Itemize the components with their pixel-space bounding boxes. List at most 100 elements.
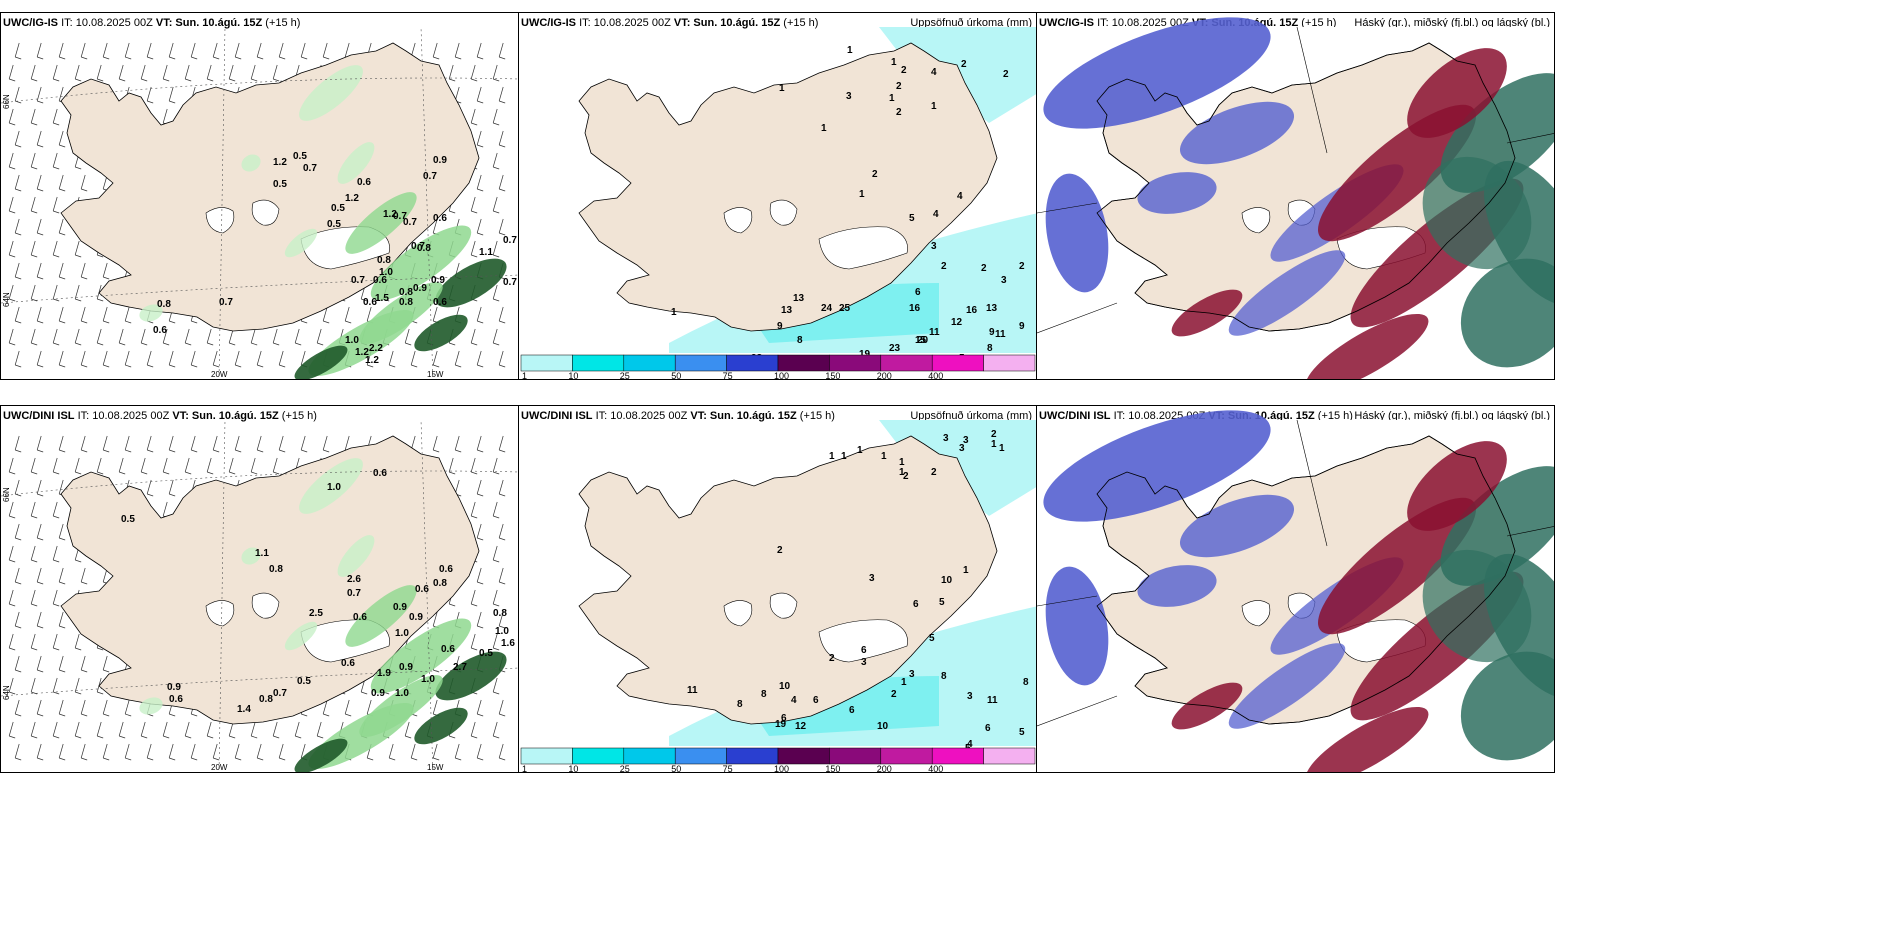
precip-area	[435, 651, 507, 701]
precip-colorbar: 1 10 25 50 75 100 150 200 400	[520, 747, 1036, 773]
precip-value: 0.6	[433, 297, 447, 308]
lon-label: 20W	[211, 763, 228, 772]
panel-title-right: Uppsöfnuð úrkoma (mm)	[910, 410, 1032, 422]
colorbar-tick: 100	[774, 371, 789, 380]
precip-value: 1.0	[395, 628, 409, 639]
precip-value: 2	[896, 81, 902, 92]
precip-value: 1.4	[237, 704, 251, 715]
colorbar-tick: 150	[825, 764, 840, 773]
precip-value: 1	[889, 93, 895, 104]
precip-value: 1	[901, 677, 907, 688]
glacier	[251, 199, 280, 226]
precip-value: 0.7	[347, 588, 361, 599]
precip-value: 0.9	[431, 275, 445, 286]
precip-value: 4	[933, 209, 939, 220]
precip-value: 3	[967, 691, 973, 702]
precip-value: 0.7	[411, 241, 425, 252]
precip-value: 2	[931, 467, 937, 478]
precip-value: 2.7	[453, 662, 467, 673]
precip-value: 8	[987, 343, 993, 354]
precip-value: 0.8	[377, 255, 391, 266]
precip-value: 6	[985, 723, 991, 734]
colorbar-swatch	[572, 747, 625, 765]
precip-value: 2	[903, 471, 909, 482]
precip-value: 0.8	[433, 578, 447, 589]
precip-value: 0.5	[331, 203, 345, 214]
colorbar-swatch	[520, 747, 573, 765]
panel-dini-precip: UWC/DINI ISL IT: 10.08.2025 00Z VT: Sun.…	[518, 405, 1037, 773]
map-canvas[interactable]	[1037, 13, 1555, 380]
precip-value: 2	[896, 107, 902, 118]
precip-value: 0.7	[393, 211, 407, 222]
precip-value: 3	[846, 91, 852, 102]
map-canvas[interactable]	[1037, 406, 1555, 773]
precip-area	[370, 225, 472, 301]
precip-value: 16	[966, 305, 978, 316]
glacier	[723, 600, 753, 627]
glacier	[769, 199, 798, 226]
precip-value: 1	[779, 83, 785, 94]
precip-value: 1.1	[255, 548, 269, 559]
precip-value: 4	[931, 67, 937, 78]
precip-value: 3	[931, 241, 937, 252]
precip-value: 4	[967, 739, 973, 750]
precip-value: 9	[777, 321, 783, 332]
precip-area	[414, 707, 468, 745]
precip-value: 8	[1023, 677, 1029, 688]
precip-value: 1	[841, 451, 847, 462]
precip-colorbar: 1 10 25 50 75 100 150 200 400	[520, 354, 1036, 380]
panel-igis-wind: UWC/IG-IS IT: 10.08.2025 00Z VT: Sun. 10…	[0, 12, 519, 380]
precip-value: 3	[869, 573, 875, 584]
precip-value: 0.6	[169, 694, 183, 705]
precip-area	[337, 142, 375, 184]
precip-value: 0.5	[121, 514, 135, 525]
precip-value: 3	[1001, 275, 1007, 286]
precip-value: 0.9	[393, 602, 407, 613]
precip-value: 0.8	[269, 564, 283, 575]
graticule	[1, 419, 518, 772]
precip-value: 15	[915, 335, 927, 346]
colorbar-swatch	[674, 747, 727, 765]
precip-value: 1	[931, 101, 937, 112]
precip-value: 1	[891, 57, 897, 68]
glacier	[205, 600, 235, 627]
lat-label: 66N	[2, 94, 11, 109]
precip-value: 9	[989, 327, 995, 338]
precip-value: 23	[889, 343, 901, 354]
precip-value: 0.8	[157, 299, 171, 310]
precip-value: 0.7	[423, 171, 437, 182]
lon-label: 15W	[427, 370, 444, 379]
glacier	[818, 619, 908, 663]
precip-area	[284, 621, 318, 651]
glacier	[769, 592, 798, 619]
precip-area	[435, 258, 507, 308]
precip-value: 0.5	[479, 648, 493, 659]
precip-value: 0.7	[403, 217, 417, 228]
precip-area	[139, 697, 163, 715]
precip-value: 0.7	[503, 235, 517, 246]
precip-value: 6	[915, 287, 921, 298]
colorbar-tick: 50	[671, 764, 681, 773]
colorbar-tick: 75	[723, 371, 733, 380]
precip-value: 1.0	[421, 674, 435, 685]
coastline	[1096, 435, 1516, 725]
precip-value: 1	[847, 45, 853, 56]
precip-value: 2.2	[369, 343, 383, 354]
precip-value: 0.6	[341, 658, 355, 669]
precip-value: 19	[775, 719, 787, 730]
colorbar-tick: 200	[877, 371, 892, 380]
coastline	[1096, 42, 1516, 332]
panel-header: UWC/DINI ISL IT: 10.08.2025 00Z VT: Sun.…	[3, 410, 317, 422]
precip-area	[345, 192, 417, 254]
precip-area	[294, 345, 348, 379]
colorbar-tick: 150	[825, 371, 840, 380]
precip-value: 6	[861, 645, 867, 656]
precip-value: 0.8	[259, 694, 273, 705]
precip-value: 1.0	[345, 335, 359, 346]
precip-value: 9	[1019, 321, 1025, 332]
precip-value: 6	[913, 599, 919, 610]
